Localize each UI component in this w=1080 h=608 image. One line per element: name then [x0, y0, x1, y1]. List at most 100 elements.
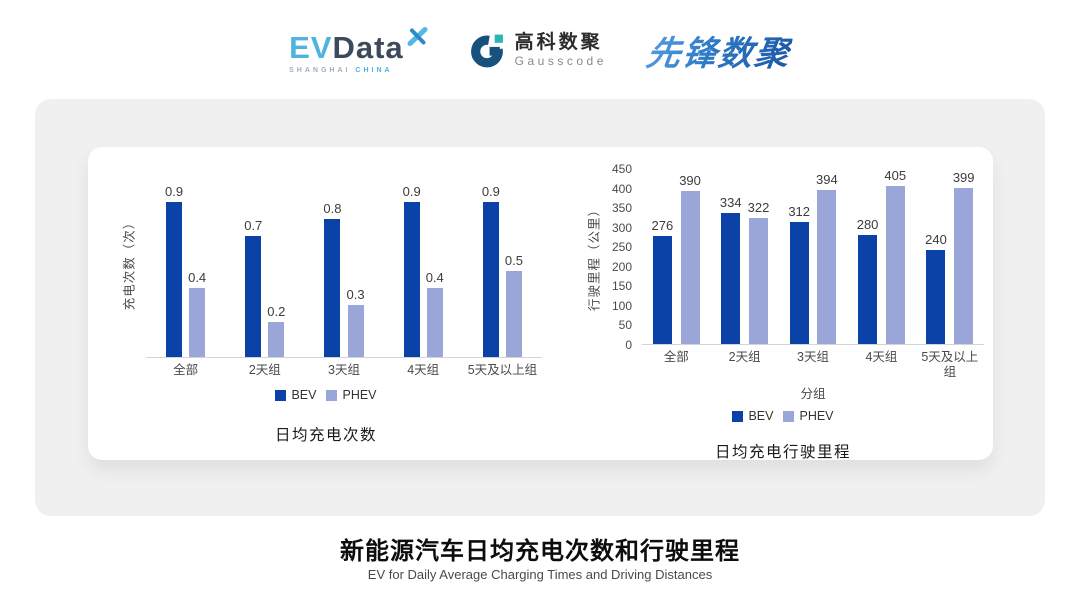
bar-item: 312 — [788, 204, 810, 344]
gausscode-wordmark: 高科数聚 Gausscode — [515, 32, 607, 68]
bar-phev-1 — [189, 287, 206, 357]
bar-value-label: 390 — [679, 173, 701, 189]
x-category-label: 2天组 — [728, 350, 761, 364]
bar-item: 0.2 — [267, 304, 285, 357]
x-axis-labels: 全部 2天组 3天组 4天组 5天及以上组 — [642, 345, 984, 380]
bar-phev-4 — [885, 185, 905, 344]
legend-swatch-phev — [783, 410, 795, 422]
legend-swatch-bev — [732, 410, 744, 422]
bar-phev-2 — [748, 218, 768, 344]
legend-label: PHEV — [799, 409, 834, 423]
legend: BEV PHEV — [582, 409, 984, 423]
bar-bev-1 — [652, 236, 672, 344]
xianfeng-logo: 先锋数聚 — [643, 26, 794, 75]
bar-bev-2 — [721, 213, 741, 344]
bar-group-4: 280 405 — [847, 168, 915, 344]
evdata-text-ev: EV — [289, 30, 333, 65]
bar-value-label: 322 — [747, 200, 770, 216]
bar-group-2: 334 322 — [710, 195, 778, 344]
x-category-label: 2天组 — [248, 363, 281, 377]
evdata-logo: EV Data SHANGHAI CHINA — [289, 26, 429, 74]
bar-group-1: 276 390 — [642, 173, 710, 344]
x-axis-title: 分组 — [800, 387, 826, 401]
y-tick-100: 100 — [611, 298, 632, 313]
legend-item-phev: PHEV — [326, 388, 377, 402]
bar-item: 394 — [816, 172, 838, 344]
evdata-subtext-china: CHINA — [355, 67, 393, 74]
bar-bev-3 — [324, 218, 341, 357]
y-tick-200: 200 — [611, 259, 632, 274]
bar-item: 405 — [884, 168, 906, 344]
bar-phev-3 — [347, 305, 364, 357]
bar-value-label: 405 — [884, 167, 907, 183]
x-category-label: 5天及以上组 — [921, 350, 979, 379]
bar-value-label: 0.5 — [504, 252, 523, 268]
y-tick-150: 150 — [611, 279, 632, 294]
bar-phev-2 — [268, 322, 285, 357]
legend-swatch-bev — [275, 389, 287, 401]
gausscode-logo: 高科数聚 Gausscode — [469, 32, 607, 69]
bar-item: 0.4 — [426, 270, 444, 357]
bar-group-5: 0.9 0.5 — [463, 184, 542, 357]
bar-item: 0.3 — [347, 287, 365, 357]
x-category-label: 4天组 — [407, 363, 440, 377]
x-category-label: 全部 — [663, 350, 689, 364]
bar-bev-4 — [858, 234, 878, 344]
bar-group-2: 0.7 0.2 — [225, 218, 304, 357]
x-category-label: 4天组 — [865, 350, 898, 364]
bar-item: 322 — [747, 200, 770, 344]
chart-daily-driving-distance: 行驶里程（公里） 0 50 100 150 200 250 300 350 400 450 276… — [582, 162, 984, 462]
bar-phev-3 — [817, 189, 837, 344]
bar-phev-5 — [954, 187, 974, 344]
bar-item: 0.9 — [403, 184, 421, 357]
bar-value-label: 0.9 — [402, 183, 421, 199]
gausscode-g-icon — [470, 34, 503, 67]
bar-item: 390 — [679, 173, 701, 344]
bar-value-label: 0.9 — [165, 183, 184, 199]
chart-panel: 充电次数（次） 0.9 0.4 0.7 0.2 0.8 0.3 0.9 0.4 0.9 0.5 全… — [88, 147, 993, 462]
bar-value-label: 399 — [952, 169, 975, 185]
evdata-subtext: SHANGHAI CHINA — [289, 67, 429, 74]
chart-card: 充电次数（次） 0.9 0.4 0.7 0.2 0.8 0.3 0.9 0.4 0.9 0.5 全… — [35, 99, 1045, 516]
evdata-subtext-shanghai: SHANGHAI — [289, 67, 351, 74]
main-subtitle: EV for Daily Average Charging Times and … — [367, 567, 713, 582]
bar-bev-3 — [789, 221, 809, 344]
evdata-wordmark: EV Data — [289, 26, 429, 63]
bar-bev-2 — [245, 236, 262, 357]
bar-item: 276 — [651, 218, 674, 344]
y-tick-250: 250 — [611, 240, 632, 255]
bar-item: 240 — [925, 232, 947, 344]
x-category-label: 5天及以上组 — [467, 363, 538, 377]
bar-phev-1 — [680, 191, 700, 344]
y-tick-400: 400 — [611, 181, 632, 196]
bar-item: 0.5 — [505, 253, 523, 357]
bar-item: 0.8 — [323, 201, 342, 357]
bar-value-label: 312 — [788, 203, 811, 219]
bar-value-label: 334 — [719, 195, 742, 211]
bar-item: 280 — [856, 216, 879, 344]
evdata-text-data: Data — [332, 30, 404, 65]
bar-bev-5 — [482, 201, 499, 357]
bar-value-label: 0.3 — [346, 287, 365, 303]
legend-item-bev: BEV — [732, 409, 773, 423]
bar-value-label: 280 — [856, 216, 879, 232]
legend-item-phev: PHEV — [783, 409, 834, 423]
bar-item: 399 — [953, 170, 975, 344]
bar-item: 0.7 — [244, 218, 262, 357]
bar-group-4: 0.9 0.4 — [384, 184, 463, 357]
legend-label: BEV — [748, 409, 774, 423]
bar-value-label: 276 — [651, 218, 674, 234]
bar-group-3: 0.8 0.3 — [304, 201, 383, 357]
bar-value-label: 0.4 — [425, 269, 444, 285]
x-category-label: 3天组 — [328, 363, 360, 377]
y-tick-0: 0 — [625, 338, 632, 352]
y-tick-50: 50 — [618, 318, 632, 333]
y-axis-label-wrap: 行驶里程（公里） — [582, 169, 604, 345]
bar-item: 334 — [720, 195, 742, 344]
chart-title: 日均充电次数 — [274, 427, 377, 444]
bar-value-label: 0.9 — [481, 183, 500, 199]
bar-value-label: 0.4 — [188, 269, 207, 285]
bar-bev-1 — [166, 201, 183, 357]
header-logos: EV Data SHANGHAI CHINA 高科数聚 Gausscode — [0, 18, 1080, 82]
